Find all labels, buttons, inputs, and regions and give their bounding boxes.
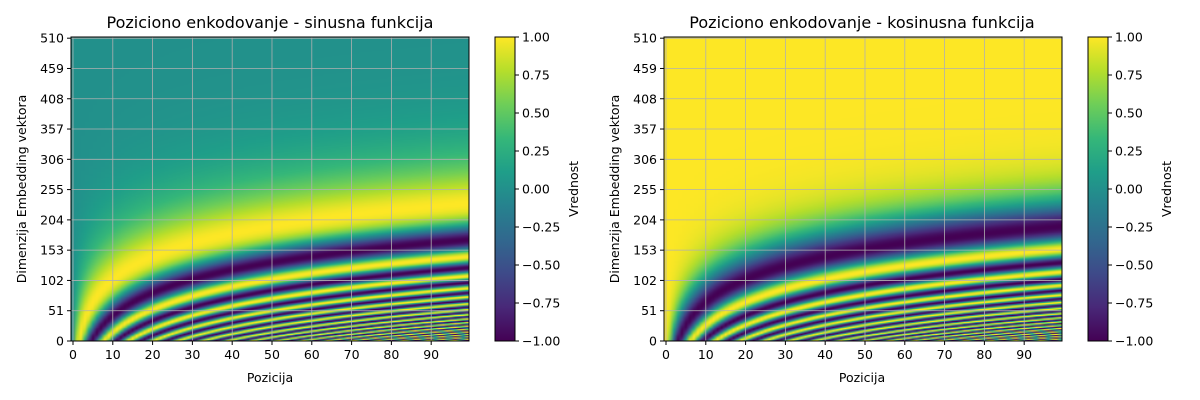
colorbar-tick-label: −0.50 — [1115, 258, 1153, 273]
colorbar-tick-label: 1.00 — [1115, 30, 1143, 45]
x-tick-label: 40 — [224, 347, 240, 362]
x-tick-label: 20 — [145, 347, 161, 362]
colorbar-tick-label: 0.25 — [522, 144, 550, 159]
heatmap-panel-cos: Poziciono enkodovanje - kosinusna funkci… — [607, 13, 1174, 385]
colorbar-tick-label: −1.00 — [522, 334, 560, 349]
x-tick-label: 60 — [304, 347, 320, 362]
y-ticks: 0 51 102 153 204 255 306 357 408 459 510 — [633, 31, 664, 349]
y-tick-label: 255 — [633, 182, 657, 197]
x-axis-label: Pozicija — [839, 370, 885, 385]
y-ticks: 0 51 102 153 204 255 306 357 408 459 510 — [40, 31, 71, 349]
x-tick-label: 50 — [264, 347, 280, 362]
colorbar-tick-label: 1.00 — [522, 30, 550, 45]
y-tick-label: 153 — [633, 243, 657, 258]
chart-title: Poziciono enkodovanje - kosinusna funkci… — [689, 13, 1034, 32]
y-tick-label: 306 — [633, 152, 657, 167]
y-tick-label: 0 — [56, 334, 64, 349]
y-tick-label: 102 — [633, 273, 657, 288]
x-tick-label: 70 — [937, 347, 953, 362]
colorbar-tick-label: −0.75 — [1115, 296, 1153, 311]
y-tick-label: 0 — [649, 334, 657, 349]
x-tick-label: 90 — [423, 347, 439, 362]
x-tick-label: 20 — [738, 347, 754, 362]
y-tick-label: 357 — [633, 122, 657, 137]
colorbar-tick-label: −0.25 — [1115, 220, 1153, 235]
y-axis-label: Dimenzija Embedding vektora — [607, 95, 622, 284]
x-tick-label: 10 — [698, 347, 714, 362]
heatmap-image — [664, 37, 1062, 341]
y-tick-label: 51 — [48, 303, 64, 318]
x-tick-label: 30 — [777, 347, 793, 362]
x-tick-label: 40 — [817, 347, 833, 362]
plot-frame — [663, 36, 1063, 342]
y-tick-label: 306 — [40, 152, 64, 167]
x-tick-label: 80 — [383, 347, 399, 362]
colorbar-tick-label: −1.00 — [1115, 334, 1153, 349]
colorbar-label: Vrednost — [1159, 161, 1174, 217]
grid-lines — [664, 37, 1062, 342]
colorbar-tick-label: −0.75 — [522, 296, 560, 311]
x-tick-label: 10 — [105, 347, 121, 362]
colorbar-tick-label: 0.50 — [1115, 106, 1143, 121]
y-tick-label: 51 — [641, 303, 657, 318]
x-tick-label: 90 — [1016, 347, 1032, 362]
x-tick-label: 0 — [69, 347, 77, 362]
colorbar — [494, 36, 516, 342]
x-tick-label: 50 — [857, 347, 873, 362]
y-tick-label: 408 — [40, 91, 64, 106]
x-tick-label: 70 — [344, 347, 360, 362]
y-tick-label: 408 — [633, 91, 657, 106]
colorbar-ticks: −1.00 −0.75 −0.50 −0.25 0.00 0.25 0.50 0.75 1.00 — [1108, 30, 1153, 349]
y-tick-label: 204 — [633, 212, 657, 227]
y-tick-label: 459 — [40, 61, 64, 76]
y-tick-label: 102 — [40, 273, 64, 288]
x-tick-label: 80 — [976, 347, 992, 362]
y-tick-label: 510 — [633, 31, 657, 46]
colorbar-tick-label: −0.25 — [522, 220, 560, 235]
y-tick-label: 204 — [40, 212, 64, 227]
colorbar-ticks: −1.00 −0.75 −0.50 −0.25 0.00 0.25 0.50 0.75 1.00 — [515, 30, 560, 349]
x-axis-label: Pozicija — [247, 370, 293, 385]
colorbar-tick-label: 0.75 — [1115, 68, 1143, 83]
x-tick-label: 60 — [897, 347, 913, 362]
x-ticks: 0 10 20 30 40 50 60 70 80 90 — [69, 341, 439, 362]
colorbar-tick-label: 0.00 — [522, 182, 550, 197]
colorbar-tick-label: 0.75 — [522, 68, 550, 83]
heatmap-image — [71, 37, 469, 341]
x-tick-label: 30 — [184, 347, 200, 362]
plot-frame — [70, 36, 470, 342]
colorbar-tick-label: 0.25 — [1115, 144, 1143, 159]
colorbar-tick-label: 0.00 — [1115, 182, 1143, 197]
y-tick-label: 510 — [40, 31, 64, 46]
y-tick-label: 357 — [40, 122, 64, 137]
y-axis-label: Dimenzija Embedding vektora — [14, 95, 29, 284]
colorbar — [1087, 36, 1109, 342]
colorbar-tick-label: −0.50 — [522, 258, 560, 273]
y-tick-label: 459 — [633, 61, 657, 76]
colorbar-tick-label: 0.50 — [522, 106, 550, 121]
x-tick-label: 0 — [662, 347, 670, 362]
heatmap-panel-sin: Poziciono enkodovanje - sinusna funkcija… — [14, 13, 581, 385]
y-tick-label: 153 — [40, 243, 64, 258]
x-ticks: 0 10 20 30 40 50 60 70 80 90 — [662, 341, 1032, 362]
y-tick-label: 255 — [40, 182, 64, 197]
colorbar-label: Vrednost — [566, 161, 581, 217]
chart-title: Poziciono enkodovanje - sinusna funkcija — [107, 13, 434, 32]
